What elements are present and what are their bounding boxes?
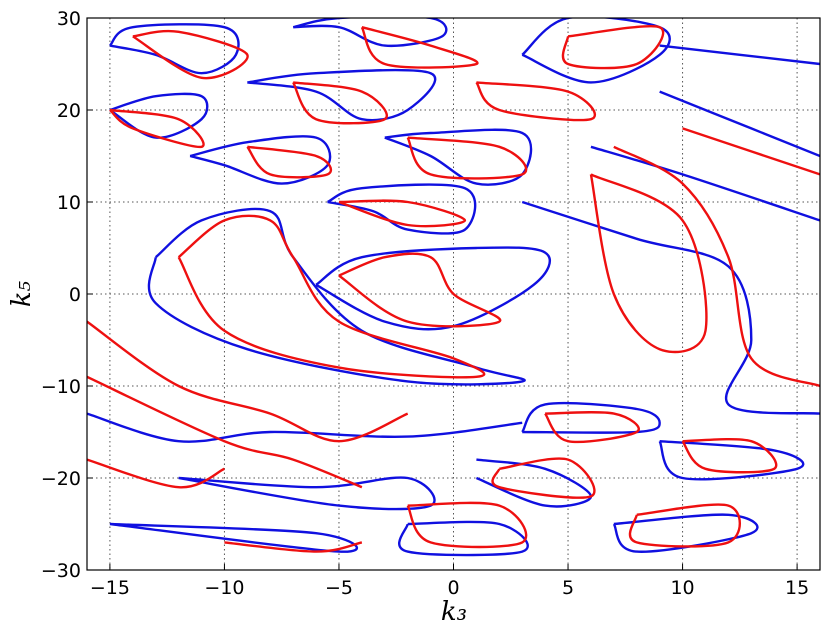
contour-line bbox=[590, 145, 820, 222]
contour-line bbox=[589, 173, 708, 354]
contour-line bbox=[475, 81, 597, 122]
contour-line bbox=[659, 90, 820, 158]
contour-line bbox=[246, 145, 333, 179]
contour-line bbox=[338, 199, 467, 228]
x-tick-label: −15 bbox=[90, 577, 130, 599]
contour-line bbox=[406, 136, 528, 180]
contour-line bbox=[544, 411, 640, 444]
contour-line bbox=[147, 207, 526, 386]
contour-line bbox=[561, 25, 665, 70]
contour-line bbox=[406, 501, 528, 549]
contour-line bbox=[109, 522, 358, 553]
x-tick-label: −10 bbox=[204, 577, 244, 599]
contour-line bbox=[247, 68, 437, 122]
contour-line bbox=[682, 127, 820, 176]
contour-line bbox=[521, 401, 661, 434]
contour-line bbox=[292, 81, 388, 125]
x-tick-label: 5 bbox=[562, 577, 574, 599]
y-tick-label: 10 bbox=[57, 192, 81, 214]
contour-line bbox=[109, 92, 209, 139]
contour-line bbox=[681, 437, 778, 474]
contour-line bbox=[87, 412, 523, 443]
contour-line bbox=[360, 26, 479, 69]
contour-line bbox=[658, 440, 805, 481]
contour-line bbox=[108, 23, 240, 75]
contour-line bbox=[178, 476, 436, 511]
contour-line bbox=[177, 214, 486, 379]
contour-line bbox=[326, 183, 477, 235]
y-tick-label: 0 bbox=[69, 284, 81, 306]
contour-line bbox=[521, 200, 820, 415]
contour-line bbox=[132, 29, 249, 80]
contour-line bbox=[189, 135, 332, 185]
contour-line bbox=[292, 18, 448, 48]
contours bbox=[87, 18, 820, 557]
contour-line bbox=[613, 145, 820, 388]
y-tick-label: −30 bbox=[41, 560, 81, 582]
contour-line bbox=[491, 457, 596, 499]
contour-line bbox=[224, 541, 363, 553]
contour-line bbox=[628, 503, 742, 548]
x-tick-label: 0 bbox=[447, 577, 459, 599]
contour-line bbox=[315, 246, 551, 331]
y-tick-label: 30 bbox=[57, 8, 81, 30]
x-tick-label: 10 bbox=[670, 577, 694, 599]
y-axis-label: k₅ bbox=[7, 280, 37, 307]
contour-line bbox=[338, 252, 502, 328]
y-tick-label: 20 bbox=[57, 100, 81, 122]
y-tick-label: −20 bbox=[41, 468, 81, 490]
contour-line bbox=[109, 108, 205, 149]
contour-line bbox=[87, 320, 409, 443]
contour-line bbox=[612, 513, 759, 553]
contour-line bbox=[87, 458, 225, 489]
y-tick-label: −10 bbox=[41, 376, 81, 398]
x-axis-label: k₃ bbox=[441, 597, 467, 627]
x-tick-label: 15 bbox=[785, 577, 809, 599]
contour-line bbox=[87, 375, 363, 489]
contour-line bbox=[398, 520, 529, 557]
contour-line bbox=[659, 44, 820, 66]
x-tick-label: −5 bbox=[325, 577, 353, 599]
